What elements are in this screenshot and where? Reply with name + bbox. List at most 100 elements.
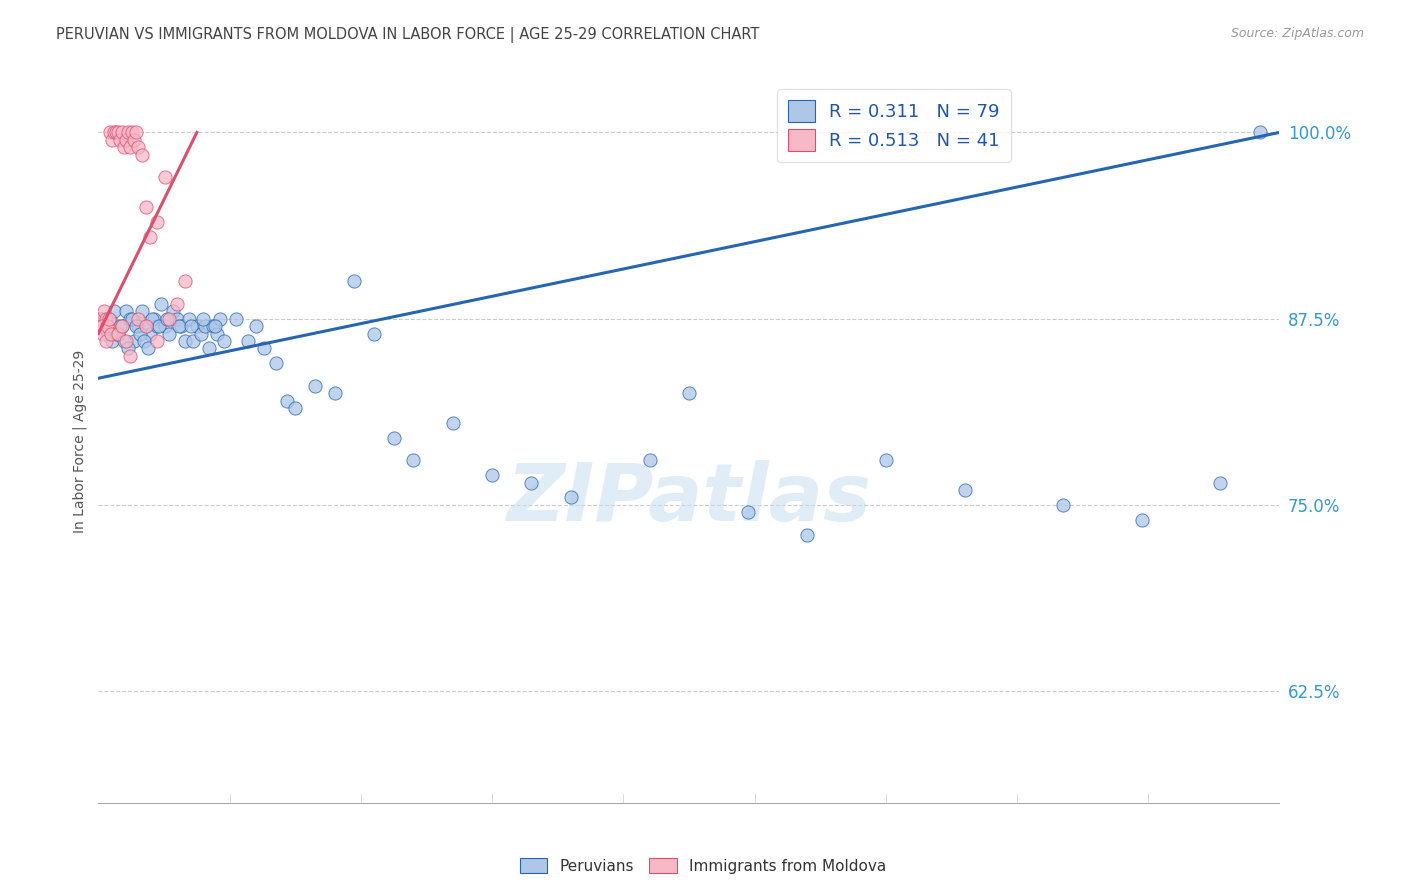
Point — [363, 326, 385, 341]
Point — [107, 125, 129, 139]
Point — [118, 349, 141, 363]
Point — [111, 319, 134, 334]
Point — [225, 311, 247, 326]
Point — [180, 319, 202, 334]
Point — [157, 311, 180, 326]
Text: PERUVIAN VS IMMIGRANTS FROM MOLDOVA IN LABOR FORCE | AGE 25-29 CORRELATION CHART: PERUVIAN VS IMMIGRANTS FROM MOLDOVA IN L… — [56, 27, 759, 43]
Point — [157, 326, 180, 341]
Point — [1130, 513, 1153, 527]
Point — [1209, 475, 1232, 490]
Point — [737, 505, 759, 519]
Point — [382, 431, 405, 445]
Point — [112, 334, 135, 348]
Point — [131, 304, 153, 318]
Point — [115, 133, 138, 147]
Point — [481, 468, 503, 483]
Point — [135, 200, 157, 214]
Point — [128, 326, 150, 341]
Point — [177, 311, 200, 326]
Point — [1249, 125, 1271, 139]
Point — [122, 133, 145, 147]
Point — [107, 326, 129, 341]
Point — [115, 304, 138, 318]
Point — [98, 311, 121, 326]
Point — [953, 483, 976, 497]
Point — [441, 416, 464, 430]
Point — [638, 453, 661, 467]
Point — [1052, 498, 1074, 512]
Point — [105, 326, 128, 341]
Point — [89, 311, 111, 326]
Point — [135, 319, 157, 334]
Point — [323, 386, 346, 401]
Point — [162, 304, 184, 318]
Point — [155, 170, 177, 185]
Y-axis label: In Labor Force | Age 25-29: In Labor Force | Age 25-29 — [73, 350, 87, 533]
Point — [121, 311, 143, 326]
Point — [127, 319, 149, 334]
Point — [146, 319, 169, 334]
Point — [118, 311, 141, 326]
Point — [131, 148, 153, 162]
Point — [201, 319, 224, 334]
Point — [150, 297, 173, 311]
Point — [125, 125, 148, 139]
Point — [191, 311, 214, 326]
Point — [127, 140, 149, 154]
Point — [402, 453, 425, 467]
Point — [97, 326, 120, 341]
Point — [560, 491, 582, 505]
Point — [167, 319, 190, 334]
Point — [118, 140, 141, 154]
Point — [93, 311, 115, 326]
Point — [127, 311, 149, 326]
Point — [304, 378, 326, 392]
Legend: R = 0.311   N = 79, R = 0.513   N = 41: R = 0.311 N = 79, R = 0.513 N = 41 — [778, 89, 1011, 162]
Point — [142, 311, 165, 326]
Point — [98, 125, 121, 139]
Point — [214, 334, 236, 348]
Point — [253, 342, 276, 356]
Point — [107, 326, 129, 341]
Point — [796, 527, 818, 541]
Point — [138, 326, 160, 341]
Point — [166, 297, 188, 311]
Point — [181, 334, 204, 348]
Point — [146, 215, 169, 229]
Point — [132, 334, 155, 348]
Point — [96, 311, 118, 326]
Point — [174, 274, 197, 288]
Point — [90, 319, 112, 334]
Point — [155, 319, 177, 334]
Point — [101, 334, 124, 348]
Point — [91, 319, 114, 334]
Point — [91, 326, 114, 341]
Point — [197, 342, 219, 356]
Point — [105, 125, 128, 139]
Point — [245, 319, 267, 334]
Point — [117, 342, 139, 356]
Point — [205, 326, 228, 341]
Point — [166, 311, 188, 326]
Point — [174, 334, 197, 348]
Point — [170, 319, 193, 334]
Point — [138, 229, 160, 244]
Point — [121, 125, 143, 139]
Point — [115, 334, 138, 348]
Point — [103, 125, 125, 139]
Point — [93, 304, 115, 318]
Point — [276, 393, 298, 408]
Point — [194, 319, 217, 334]
Point — [125, 319, 148, 334]
Point — [112, 140, 135, 154]
Point — [190, 326, 212, 341]
Point — [678, 386, 700, 401]
Point — [94, 334, 117, 348]
Point — [156, 311, 179, 326]
Point — [97, 319, 120, 334]
Point — [284, 401, 307, 415]
Point — [136, 342, 159, 356]
Point — [122, 334, 145, 348]
Point — [108, 319, 131, 334]
Point — [98, 311, 121, 326]
